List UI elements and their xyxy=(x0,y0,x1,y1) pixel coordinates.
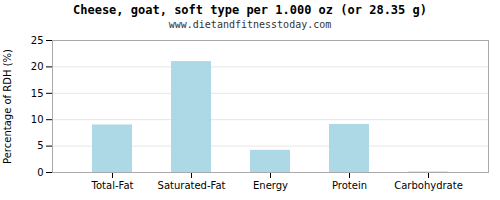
svg-text:10: 10 xyxy=(31,114,44,125)
svg-text:20: 20 xyxy=(31,61,44,72)
svg-text:Saturated-Fat: Saturated-Fat xyxy=(158,180,226,191)
svg-text:0: 0 xyxy=(37,167,43,178)
svg-text:Energy: Energy xyxy=(253,180,288,191)
svg-text:Total-Fat: Total-Fat xyxy=(91,180,134,191)
svg-text:Percentage of RDH (%): Percentage of RDH (%) xyxy=(2,49,13,164)
svg-text:Carbohydrate: Carbohydrate xyxy=(394,180,463,191)
svg-text:5: 5 xyxy=(37,140,43,151)
svg-text:15: 15 xyxy=(31,88,44,99)
html-text:www.dietandfitnesstoday.com: www.dietandfitnesstoday.com xyxy=(168,19,332,30)
svg-text:25: 25 xyxy=(31,35,44,46)
html-text:Cheese, goat, soft type per 1.: Cheese, goat, soft type per 1.000 oz (or… xyxy=(73,3,427,17)
svg-text:Protein: Protein xyxy=(332,180,367,191)
